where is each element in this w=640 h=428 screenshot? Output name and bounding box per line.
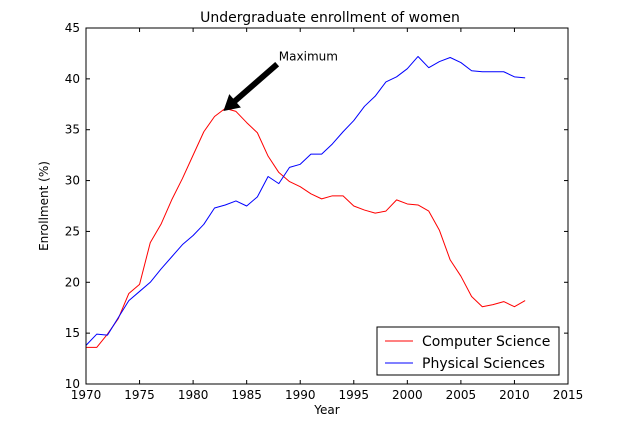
y-axis-label: Enrollment (%) [37,161,51,251]
annotation-arrow [223,61,280,112]
legend: Computer Science Physical Sciences [376,326,560,376]
x-tick-label: 1995 [339,388,370,402]
chart-title: Undergraduate enrollment of women [200,10,460,26]
annotation: Maximum [223,49,338,112]
y-tick-label: 25 [65,224,80,238]
series-line-0 [86,107,526,348]
legend-label: Computer Science [422,334,550,350]
annotation-text: Maximum [279,49,338,63]
y-tick-label: 15 [65,326,80,340]
x-axis-label: Year [313,403,339,417]
x-tick-label: 2015 [553,388,584,402]
y-tick-label: 30 [65,174,80,188]
x-tick-label: 1980 [178,388,209,402]
x-tick-label: 2010 [499,388,530,402]
legend-label: Physical Sciences [422,356,545,372]
y-tick-label: 20 [65,275,80,289]
plot-frame [85,27,569,385]
x-tick-label: 1975 [124,388,155,402]
x-tick-label: 2005 [446,388,477,402]
x-tick-label: 1990 [285,388,316,402]
legend-box [376,326,560,376]
series-line-1 [85,55,526,346]
x-tick-label: 1970 [71,388,102,402]
y-tick-label: 35 [65,123,80,137]
x-tick-label: 2000 [392,388,423,402]
plot-area [85,55,526,348]
x-tick-label: 1985 [231,388,262,402]
y-tick-label: 45 [65,21,80,35]
axis-ticks: 1970 1975 1980 1985 1990 1995 2000 2005 2010 2015… [65,21,584,402]
y-tick-label: 40 [65,72,80,86]
y-tick-label: 10 [65,377,80,391]
